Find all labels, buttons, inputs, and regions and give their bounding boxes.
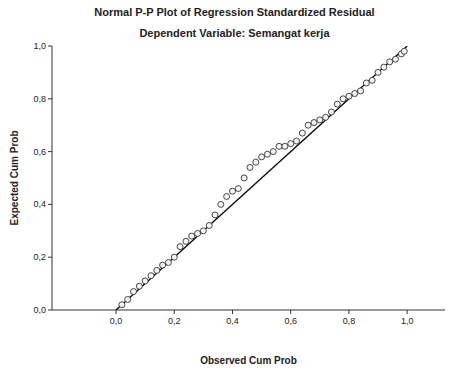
point	[206, 223, 212, 229]
point	[247, 164, 253, 170]
point	[259, 154, 265, 160]
x-tick-label: 0,4	[226, 316, 239, 326]
y-tick-label: 0,4	[33, 199, 46, 209]
point	[334, 101, 340, 107]
point	[195, 230, 201, 236]
x-tick-label: 0,2	[168, 316, 181, 326]
point	[323, 114, 329, 120]
point	[229, 188, 235, 194]
point	[363, 80, 369, 86]
point	[352, 91, 358, 97]
y-tick	[48, 98, 52, 99]
y-tick-label: 0,8	[33, 94, 46, 104]
point	[387, 59, 393, 65]
point	[276, 143, 282, 149]
point	[165, 259, 171, 265]
x-tick-label: 1,0	[401, 316, 414, 326]
y-tick	[48, 310, 52, 311]
x-tick	[116, 310, 117, 314]
point	[142, 278, 148, 284]
point	[358, 88, 364, 94]
x-tick	[232, 310, 233, 314]
point	[328, 109, 334, 115]
point	[218, 201, 224, 207]
point	[212, 212, 218, 218]
point	[375, 69, 381, 75]
y-tick-label: 0,2	[33, 252, 46, 262]
point	[369, 77, 375, 83]
point	[305, 122, 311, 128]
point	[136, 283, 142, 289]
point	[299, 130, 305, 136]
reference-line	[116, 46, 407, 310]
y-tick	[48, 151, 52, 152]
point	[311, 120, 317, 126]
y-tick-label: 1,0	[33, 41, 46, 51]
point	[317, 117, 323, 123]
x-tick	[407, 310, 408, 314]
point	[346, 93, 352, 99]
point	[340, 96, 346, 102]
point	[241, 175, 247, 181]
x-tick	[290, 310, 291, 314]
point	[160, 262, 166, 268]
point	[189, 233, 195, 239]
point	[288, 141, 294, 147]
point	[131, 289, 137, 295]
point	[282, 143, 288, 149]
point	[154, 267, 160, 273]
point	[177, 244, 183, 250]
point	[270, 149, 276, 155]
subtitle: Dependent Variable: Semangat kerja	[139, 27, 330, 39]
background	[0, 0, 469, 373]
point	[200, 228, 206, 234]
point	[119, 302, 125, 308]
point	[148, 273, 154, 279]
y-tick	[48, 204, 52, 205]
point	[235, 186, 241, 192]
x-axis-label: Observed Cum Prob	[200, 355, 297, 366]
point	[224, 193, 230, 199]
chart: Normal P-P Plot of Regression Standardiz…	[0, 0, 469, 373]
y-tick	[48, 46, 52, 47]
y-tick	[48, 257, 52, 258]
y-axis	[52, 46, 53, 310]
x-tick	[174, 310, 175, 314]
y-axis-label: Expected Cum Prob	[9, 130, 20, 225]
x-axis	[52, 310, 445, 311]
point	[294, 138, 300, 144]
point	[381, 64, 387, 70]
y-tick-label: 0,0	[33, 305, 46, 315]
point	[183, 238, 189, 244]
point	[125, 296, 131, 302]
point	[171, 254, 177, 260]
point	[393, 56, 399, 62]
x-tick-label: 0,8	[343, 316, 356, 326]
point	[264, 151, 270, 157]
title: Normal P-P Plot of Regression Standardiz…	[94, 6, 374, 18]
point	[253, 159, 259, 165]
y-tick-label: 0,6	[33, 147, 46, 157]
point	[401, 48, 407, 54]
x-tick	[348, 310, 349, 314]
x-tick-label: 0,0	[110, 316, 123, 326]
plot-area	[116, 46, 407, 310]
x-tick-label: 0,6	[284, 316, 297, 326]
